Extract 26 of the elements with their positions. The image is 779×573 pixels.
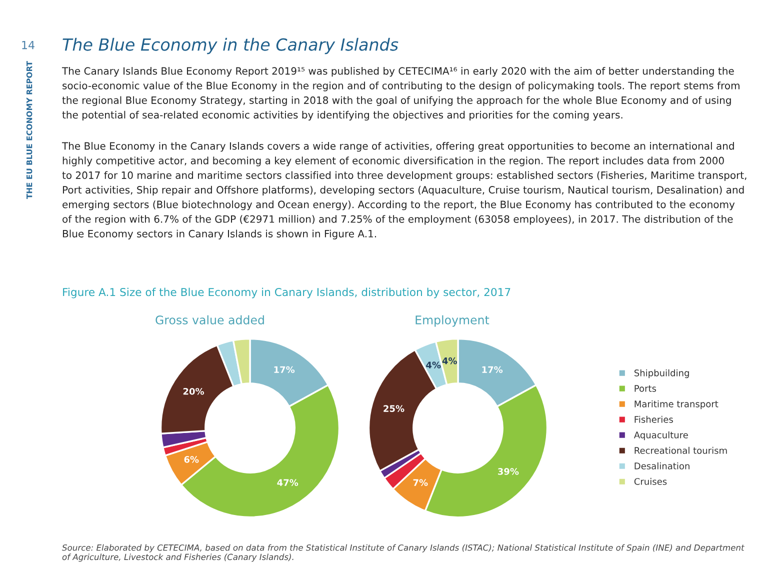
data-label: 25% [384, 405, 404, 412]
data-label: 20% [183, 388, 204, 395]
text: The Blue Economy in the Canary Islands [62, 38, 398, 54]
legend-label: Aquaculture [634, 431, 688, 440]
text: The Blue Economy in the Canary Islands covers a wide range of activities, offering great opportunities to become an international and highly competitive actor, and becoming a key element of economic diversification in the region. The report includes data from 2000 to 2017 for 10 marine and maritime sectors classified into three development groups: established sectors (Fisheries, Maritime transport, Port activities, Ship repair and Offshore platforms), developing sectors (Aquaculture, Cruise tourism, Nautical tourism, Desalination) and emerging sectors (Blue biotechnology and Ocean energy). According to the report, the Blue Economy has contributed to the economy of the region with 6.7% of the GDP (€2971 million) and 7.25% of the employment (63058 employees), in 2017. The distribution of the Blue Economy sectors in Canary Islands is shown in Figure A.1. [62, 142, 746, 240]
source-note: Source: Elaborated by CETECIMA, based on data from the Statistical Institute of Canary Islands (ISTAC); National Statistical Institute of Spain (INE) and Department of Agriculture, Livestock and Fisheries (Canary Islands). [62, 544, 745, 562]
chart-title: Employment [416, 315, 490, 327]
legend-label: Maritime transport [634, 400, 718, 410]
data-label: 17% [482, 366, 503, 374]
legend-label: Shipbuilding [634, 369, 689, 378]
data-label: 7% [413, 479, 428, 486]
legend-label: Cruises [634, 478, 667, 485]
data-label: 47% [277, 479, 298, 486]
legend-label: Recreational tourism [634, 446, 727, 454]
chart-title: Gross value added [156, 315, 264, 324]
data-label: 6% [184, 456, 199, 463]
legend-label: Desalination [634, 462, 690, 470]
legend-label: Fisheries [634, 416, 673, 423]
text: The Canary Islands Blue Economy Report 2019¹⁵ was published by CETECIMA¹⁶ in early 2020 with the aim of better understanding the socio-economic value of the Blue Economy in the region and of contributing to the design of policymaking tools. The report stems from the regional Blue Economy Strategy, starting in 2018 with the goal of unifying the approach for the whole Blue Economy and of using the potential of sea-related economic activities by identifying the objectives and priorities for the coming years. [62, 67, 740, 121]
text: Figure A.1 Size of the Blue Economy in Canary Islands, distribution by sector, 2017 [63, 288, 510, 298]
legend-label: Ports [634, 385, 656, 392]
data-label: 39% [498, 468, 519, 475]
data-label: 4% [426, 362, 441, 368]
data-label: 4% [442, 357, 457, 364]
data-label: 17% [274, 366, 295, 374]
text: 14 [22, 40, 34, 50]
